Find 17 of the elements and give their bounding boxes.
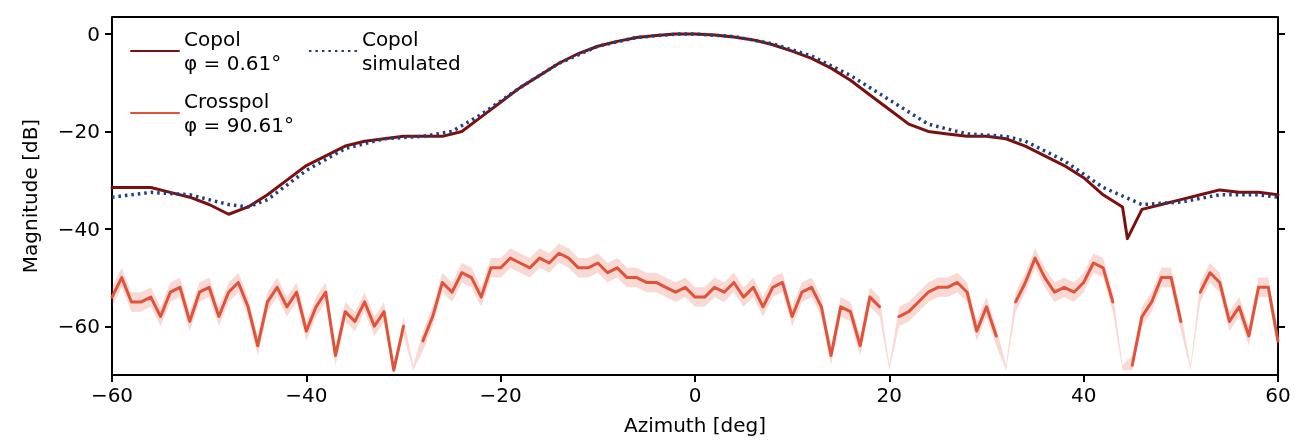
- y-tick-label: −20: [57, 119, 100, 144]
- x-axis-title: Azimuth [deg]: [623, 413, 767, 437]
- x-tick-label: −40: [285, 383, 328, 407]
- x-tick-label: 40: [1070, 383, 1097, 407]
- y-tick-label: −40: [57, 216, 100, 241]
- y-tick-label: −60: [57, 314, 100, 339]
- x-tick-label: 20: [876, 383, 903, 407]
- y-tick-label: 0: [87, 22, 100, 47]
- x-tick-label: 60: [1265, 383, 1291, 407]
- x-tick-label: 0: [688, 383, 702, 407]
- legend-label: Copol φ = 0.61°: [184, 27, 282, 75]
- line-series: [110, 32, 1280, 209]
- x-tick-label: −20: [479, 383, 522, 407]
- legend-label: Copol simulated: [361, 27, 461, 75]
- y-axis-title: Magnitude [dB]: [18, 118, 42, 274]
- legend-label: Crosspol φ = 90.61°: [184, 89, 294, 137]
- x-tick-label: −60: [90, 383, 134, 407]
